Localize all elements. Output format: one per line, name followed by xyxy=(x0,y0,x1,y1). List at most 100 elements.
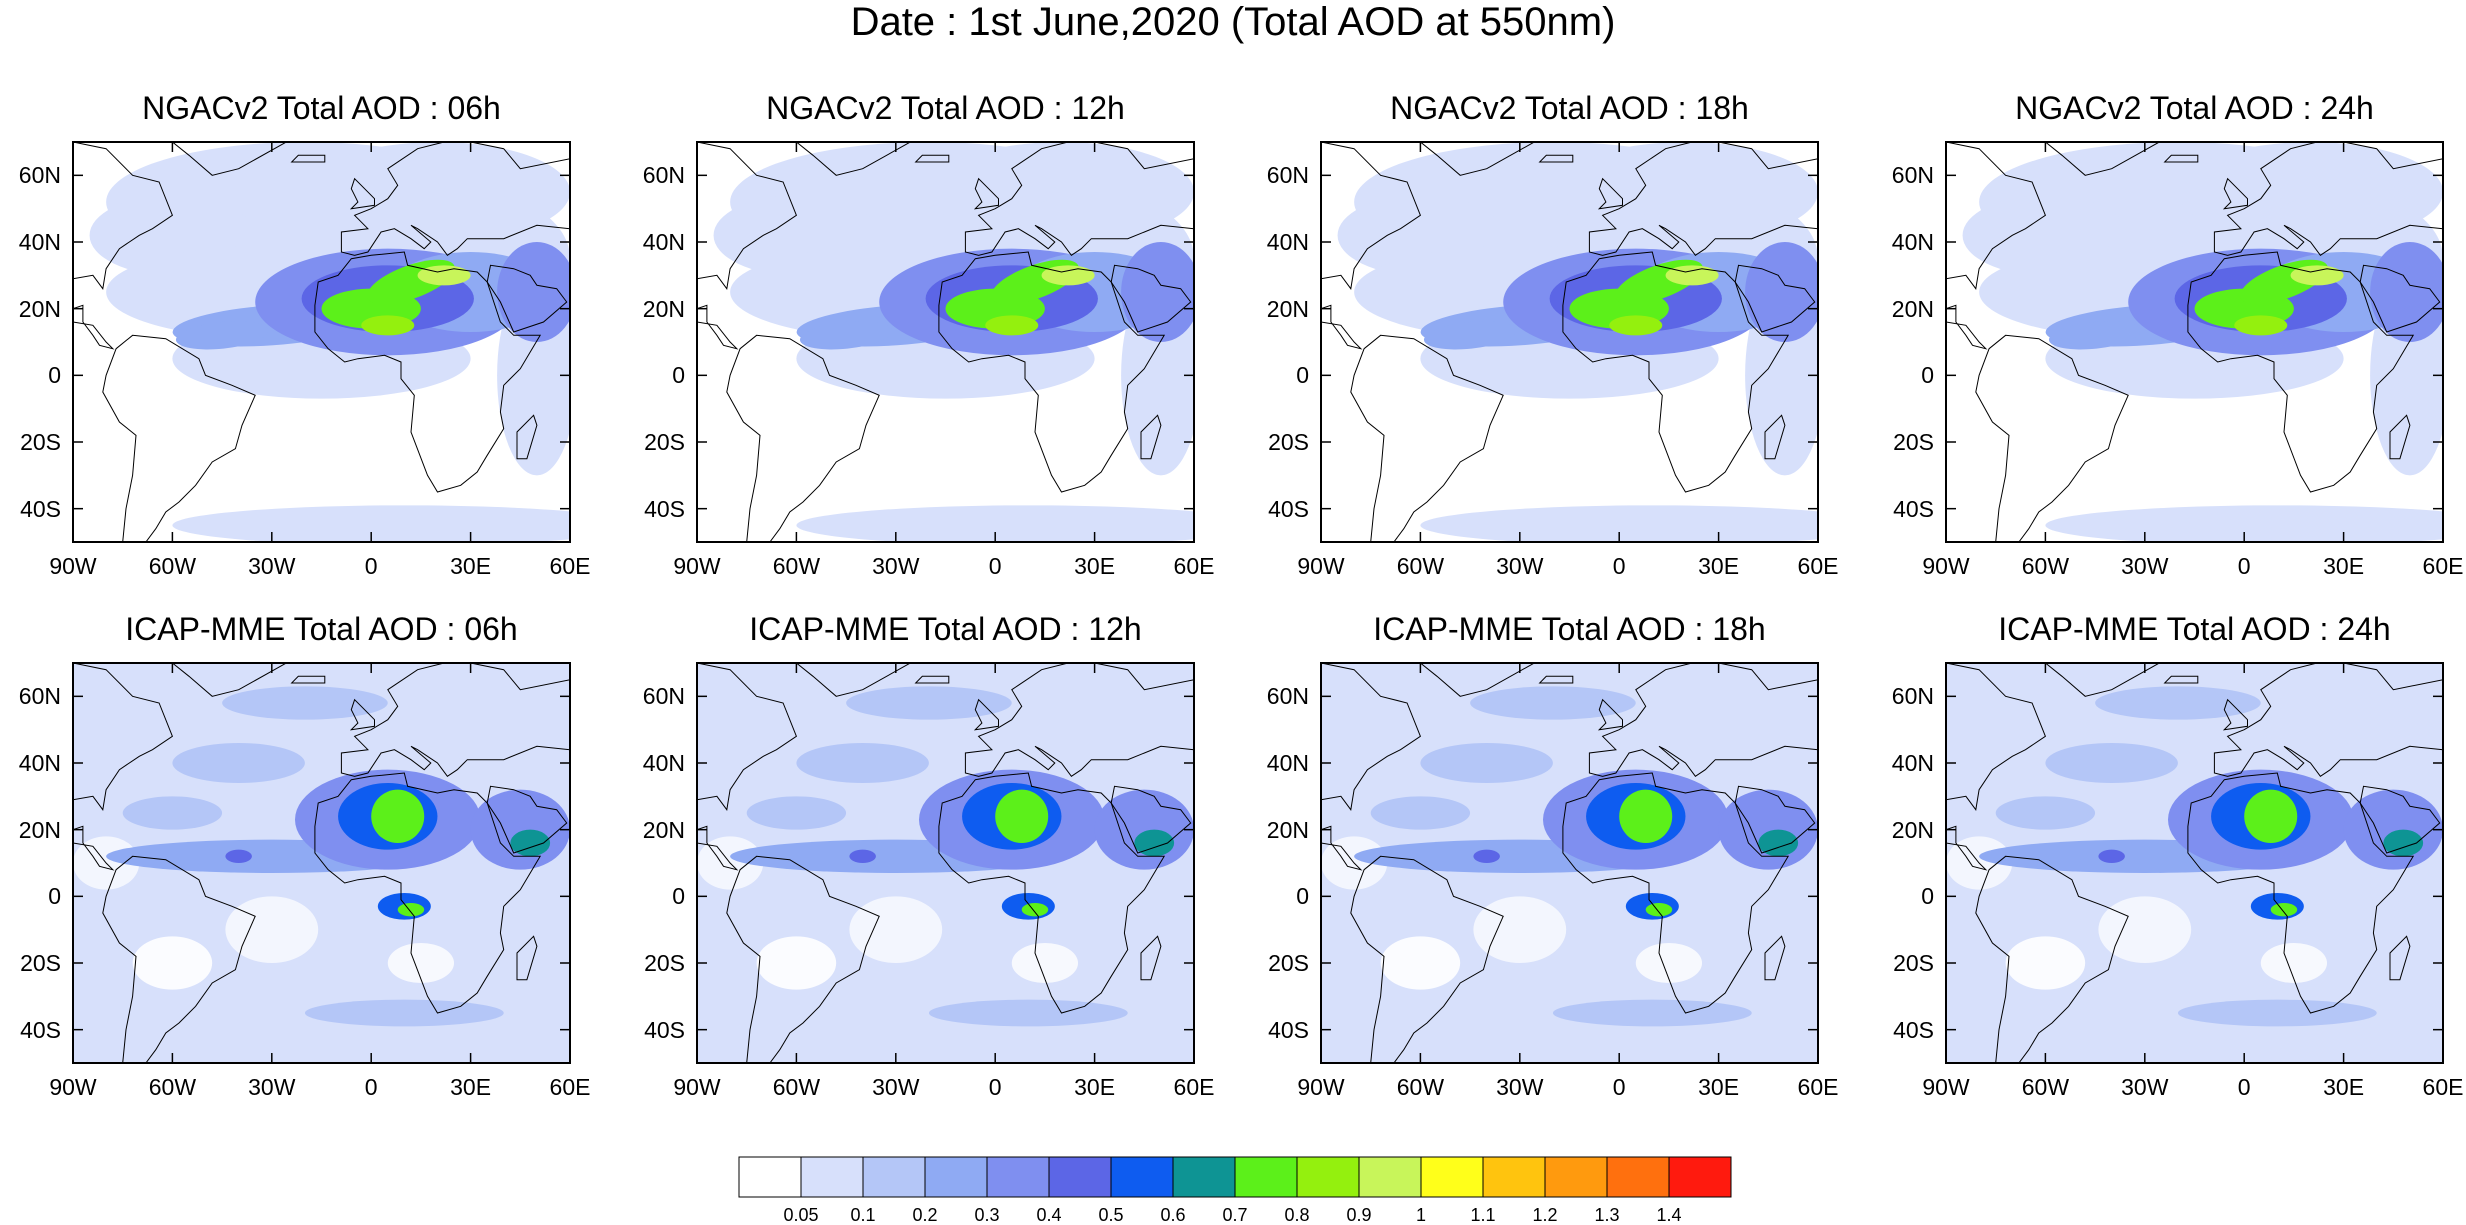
lon-tick-label: 90W xyxy=(673,1074,721,1100)
colorbar-box xyxy=(1482,1156,1546,1198)
colorbar-box xyxy=(1048,1156,1112,1198)
lon-tick-label: 30E xyxy=(450,553,492,579)
lon-tick-label: 60W xyxy=(2021,1074,2070,1100)
panel-title: ICAP-MME Total AOD : 06h xyxy=(125,611,518,647)
colorbar-boxes xyxy=(738,1156,1732,1198)
map-frame xyxy=(696,141,1195,543)
lon-tick-label: 60E xyxy=(1173,1074,1215,1100)
greenland-coastline xyxy=(795,663,912,697)
colorbar-box xyxy=(1234,1156,1298,1198)
iceland-coastline xyxy=(1538,154,1574,163)
colorbar-label: 0.7 xyxy=(1222,1205,1248,1225)
lat-tick-label: 60N xyxy=(1891,162,1934,189)
europe-coastline xyxy=(964,142,1194,256)
south-america-coastline xyxy=(1350,855,1504,1063)
arabia-coastline xyxy=(2359,785,2441,854)
colorbar-label: 1.3 xyxy=(1594,1205,1620,1225)
madagascar-coastline xyxy=(1140,414,1162,460)
panel-title: NGACv2 Total AOD : 12h xyxy=(766,90,1125,126)
arabia-coastline xyxy=(1110,264,1192,333)
lon-tick-label: 90W xyxy=(49,1074,97,1100)
lat-tick-label: 0 xyxy=(672,362,685,389)
lat-tick-label: 40S xyxy=(644,1016,685,1043)
lat-tick-label: 60N xyxy=(1266,683,1309,710)
north-america-coastline xyxy=(1321,142,1422,290)
colorbar-label: 0.1 xyxy=(850,1205,876,1225)
north-america-coastline xyxy=(1946,663,2047,811)
lat-tick-label: 20N xyxy=(642,295,685,322)
lat-tick-label: 0 xyxy=(1921,883,1934,910)
lon-tick-label: 0 xyxy=(1612,1074,1626,1100)
map-frame xyxy=(72,141,571,543)
main-title: Date : 1st June,2020 (Total AOD at 550nm… xyxy=(850,0,1616,44)
lon-tick-label: 0 xyxy=(988,1074,1002,1100)
lat-tick-label: 60N xyxy=(1266,162,1309,189)
lat-tick-label: 0 xyxy=(1921,362,1934,389)
lon-tick-label: 30E xyxy=(2323,1074,2365,1100)
greenland-coastline xyxy=(171,663,288,697)
lon-tick-label: 60W xyxy=(148,1074,197,1100)
panel-title: ICAP-MME Total AOD : 24h xyxy=(1998,611,2391,647)
north-america-coastline xyxy=(73,142,174,290)
central-america-coastline xyxy=(1946,304,1988,350)
colorbar-label: 0.9 xyxy=(1346,1205,1372,1225)
lon-tick-label: 30E xyxy=(1698,553,1740,579)
lon-tick-label: 90W xyxy=(1922,1074,1970,1100)
lat-tick-label: 40S xyxy=(1893,1016,1934,1043)
madagascar-coastline xyxy=(516,935,538,981)
lon-tick-label: 60W xyxy=(1396,553,1445,579)
map-panel xyxy=(1321,142,1818,542)
europe-coastline xyxy=(340,663,570,777)
greenland-coastline xyxy=(1419,663,1536,697)
lat-tick-label: 20S xyxy=(20,429,61,455)
lat-tick-label: 60N xyxy=(18,683,61,710)
arabia-coastline xyxy=(486,264,568,333)
colorbar-label: 1.2 xyxy=(1532,1205,1558,1225)
lat-tick-label: 40N xyxy=(1891,229,1934,255)
madagascar-coastline xyxy=(2389,935,2411,981)
panel-title: ICAP-MME Total AOD : 18h xyxy=(1373,611,1766,647)
colorbar-label: 0.05 xyxy=(783,1205,819,1225)
lon-tick-label: 60E xyxy=(1173,553,1215,579)
colorbar-label: 1 xyxy=(1415,1205,1426,1225)
lon-tick-label: 60W xyxy=(772,1074,821,1100)
africa-coastline xyxy=(314,772,542,1014)
greenland-coastline xyxy=(171,142,288,176)
britain-coastline xyxy=(973,698,999,731)
lon-tick-label: 30W xyxy=(248,1074,296,1100)
africa-coastline xyxy=(314,251,542,493)
lat-tick-label: 40S xyxy=(1268,495,1309,522)
central-america-coastline xyxy=(1321,825,1363,871)
lat-tick-label: 40N xyxy=(1891,750,1934,776)
lon-tick-label: 30E xyxy=(450,1074,492,1100)
south-america-coastline xyxy=(1975,855,2129,1063)
map-panel xyxy=(1946,142,2443,542)
lat-tick-label: 0 xyxy=(1296,883,1309,910)
lon-tick-label: 0 xyxy=(2237,1074,2251,1100)
colorbar-box xyxy=(1606,1156,1670,1198)
lon-tick-label: 60W xyxy=(2021,553,2070,579)
lat-tick-label: 20N xyxy=(1266,295,1309,322)
arabia-coastline xyxy=(2359,264,2441,333)
colorbar-label: 0.2 xyxy=(912,1205,938,1225)
lon-tick-label: 30E xyxy=(1698,1074,1740,1100)
lat-tick-label: 40S xyxy=(20,1016,61,1043)
colorbar-box xyxy=(1296,1156,1360,1198)
south-america-coastline xyxy=(102,855,256,1063)
britain-coastline xyxy=(349,177,375,210)
lon-tick-label: 30W xyxy=(248,553,296,579)
lat-tick-label: 40S xyxy=(1268,1016,1309,1043)
madagascar-coastline xyxy=(1764,935,1786,981)
arabia-coastline xyxy=(486,785,568,854)
lon-tick-label: 0 xyxy=(364,1074,378,1100)
map-panel xyxy=(1946,663,2443,1063)
map-frame xyxy=(1945,662,2444,1064)
arabia-coastline xyxy=(1734,264,1816,333)
map-frame xyxy=(72,662,571,1064)
lat-tick-label: 20S xyxy=(1268,429,1309,455)
iceland-coastline xyxy=(290,154,326,163)
madagascar-coastline xyxy=(1140,935,1162,981)
central-america-coastline xyxy=(697,825,739,871)
lon-tick-label: 60W xyxy=(148,553,197,579)
lon-tick-label: 60W xyxy=(772,553,821,579)
